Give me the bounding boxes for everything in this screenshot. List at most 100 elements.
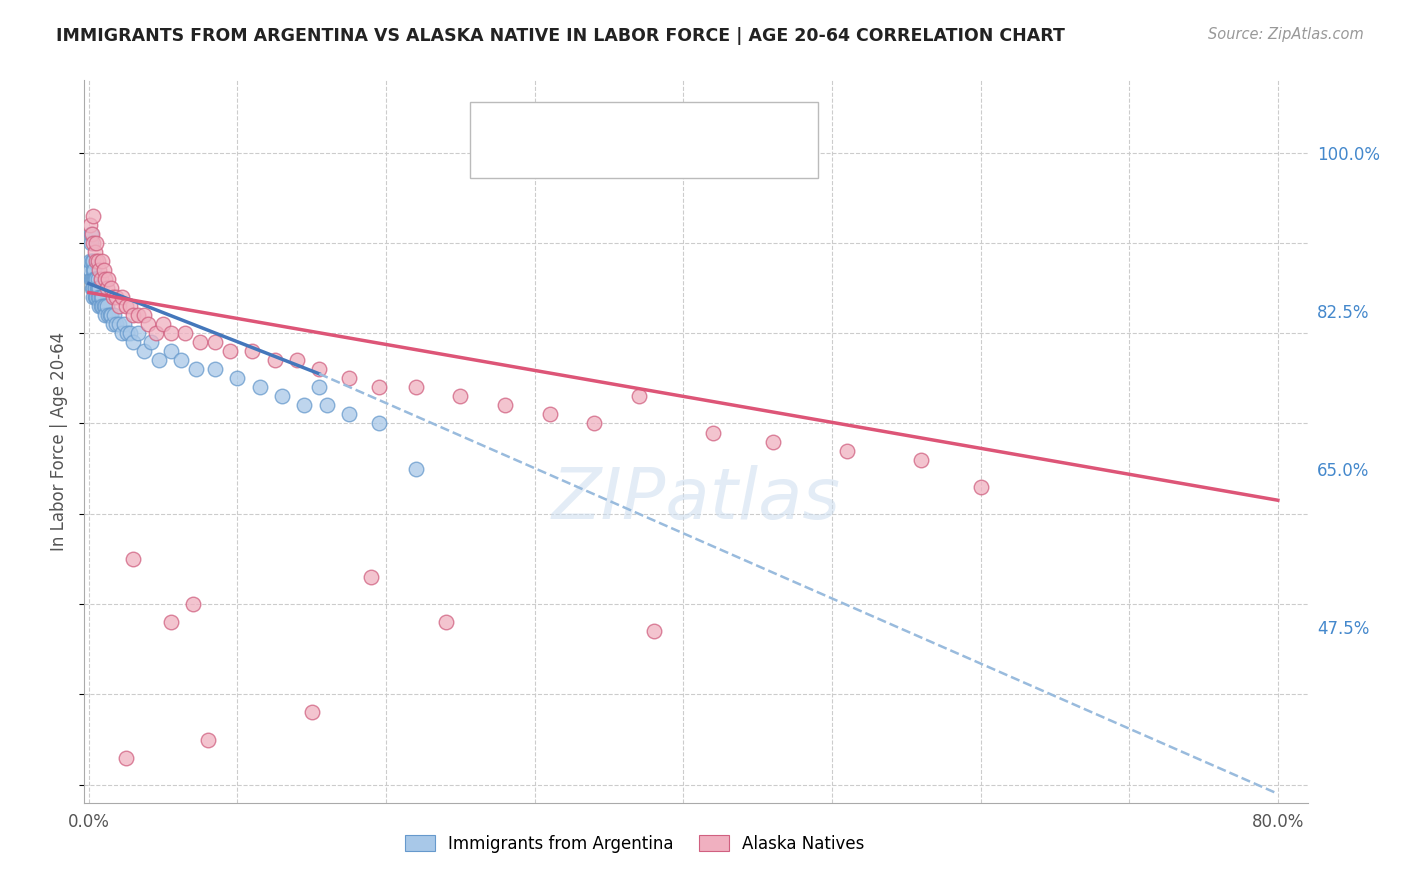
Point — [101, 290, 124, 304]
Legend: Immigrants from Argentina, Alaska Natives: Immigrants from Argentina, Alaska Native… — [398, 828, 872, 860]
Point — [82, 272, 104, 286]
Point — [226, 371, 249, 385]
Point — [87, 290, 110, 304]
Point — [308, 362, 330, 376]
Point — [308, 380, 330, 394]
Point — [100, 281, 122, 295]
Point — [79, 218, 101, 232]
Point — [204, 335, 226, 350]
Point — [110, 326, 132, 341]
Point — [83, 263, 105, 277]
Point — [84, 290, 107, 304]
Point — [80, 272, 103, 286]
Point — [835, 443, 858, 458]
Point — [86, 281, 108, 295]
Point — [82, 281, 104, 295]
Point — [360, 570, 382, 584]
Point — [181, 597, 204, 611]
Point — [494, 398, 516, 412]
Point — [90, 272, 112, 286]
Point — [969, 480, 991, 494]
Point — [761, 434, 783, 449]
Point — [197, 732, 219, 747]
Point — [115, 299, 138, 313]
Point — [83, 272, 105, 286]
Point — [107, 299, 129, 313]
Point — [249, 380, 271, 394]
Point — [83, 244, 105, 259]
Point — [101, 317, 124, 331]
Point — [141, 335, 163, 350]
Point — [159, 615, 181, 630]
Point — [405, 461, 427, 475]
Point — [127, 326, 149, 341]
Point — [82, 209, 104, 223]
Point — [94, 272, 117, 286]
Point — [103, 308, 125, 322]
Point — [89, 263, 111, 277]
Point — [204, 362, 226, 376]
Point — [115, 750, 138, 764]
Point — [80, 281, 103, 295]
Point — [910, 452, 932, 467]
Point — [82, 254, 104, 268]
Text: Source: ZipAtlas.com: Source: ZipAtlas.com — [1208, 27, 1364, 42]
Point — [89, 281, 111, 295]
Point — [83, 290, 105, 304]
Point — [219, 344, 242, 359]
Point — [80, 235, 103, 250]
Point — [107, 317, 129, 331]
Point — [87, 254, 110, 268]
Point — [315, 398, 337, 412]
Point — [79, 263, 101, 277]
Point — [80, 254, 103, 268]
Point — [285, 353, 308, 368]
Point — [174, 326, 197, 341]
Point — [127, 308, 149, 322]
Point — [337, 408, 360, 422]
Point — [188, 335, 211, 350]
Point — [170, 353, 193, 368]
Point — [104, 317, 127, 331]
Point — [80, 227, 103, 241]
Point — [148, 353, 170, 368]
Point — [90, 299, 112, 313]
Point — [120, 299, 142, 313]
Point — [94, 308, 117, 322]
Point — [87, 281, 110, 295]
Point — [84, 235, 107, 250]
Y-axis label: In Labor Force | Age 20-64: In Labor Force | Age 20-64 — [51, 332, 69, 551]
Point — [87, 272, 110, 286]
Point — [152, 317, 174, 331]
Point — [84, 254, 107, 268]
Point — [98, 308, 121, 322]
Point — [449, 389, 471, 403]
Point — [84, 290, 107, 304]
Point — [93, 299, 115, 313]
Point — [184, 362, 207, 376]
Point — [136, 317, 159, 331]
Point — [159, 326, 181, 341]
Point — [89, 299, 111, 313]
Point — [367, 417, 389, 431]
Point — [94, 299, 117, 313]
Point — [240, 344, 263, 359]
Point — [583, 417, 606, 431]
Point — [627, 389, 650, 403]
Point — [434, 615, 457, 630]
Point — [96, 299, 118, 313]
Point — [91, 299, 114, 313]
Point — [84, 272, 107, 286]
Point — [114, 317, 136, 331]
Point — [100, 308, 122, 322]
Point — [82, 235, 104, 250]
Point — [337, 371, 360, 385]
Point — [82, 290, 104, 304]
Point — [82, 263, 104, 277]
Text: ZIPatlas: ZIPatlas — [551, 465, 841, 533]
Point — [97, 308, 120, 322]
Point — [79, 254, 101, 268]
Point — [117, 326, 139, 341]
Point — [122, 335, 145, 350]
Point — [702, 425, 724, 440]
